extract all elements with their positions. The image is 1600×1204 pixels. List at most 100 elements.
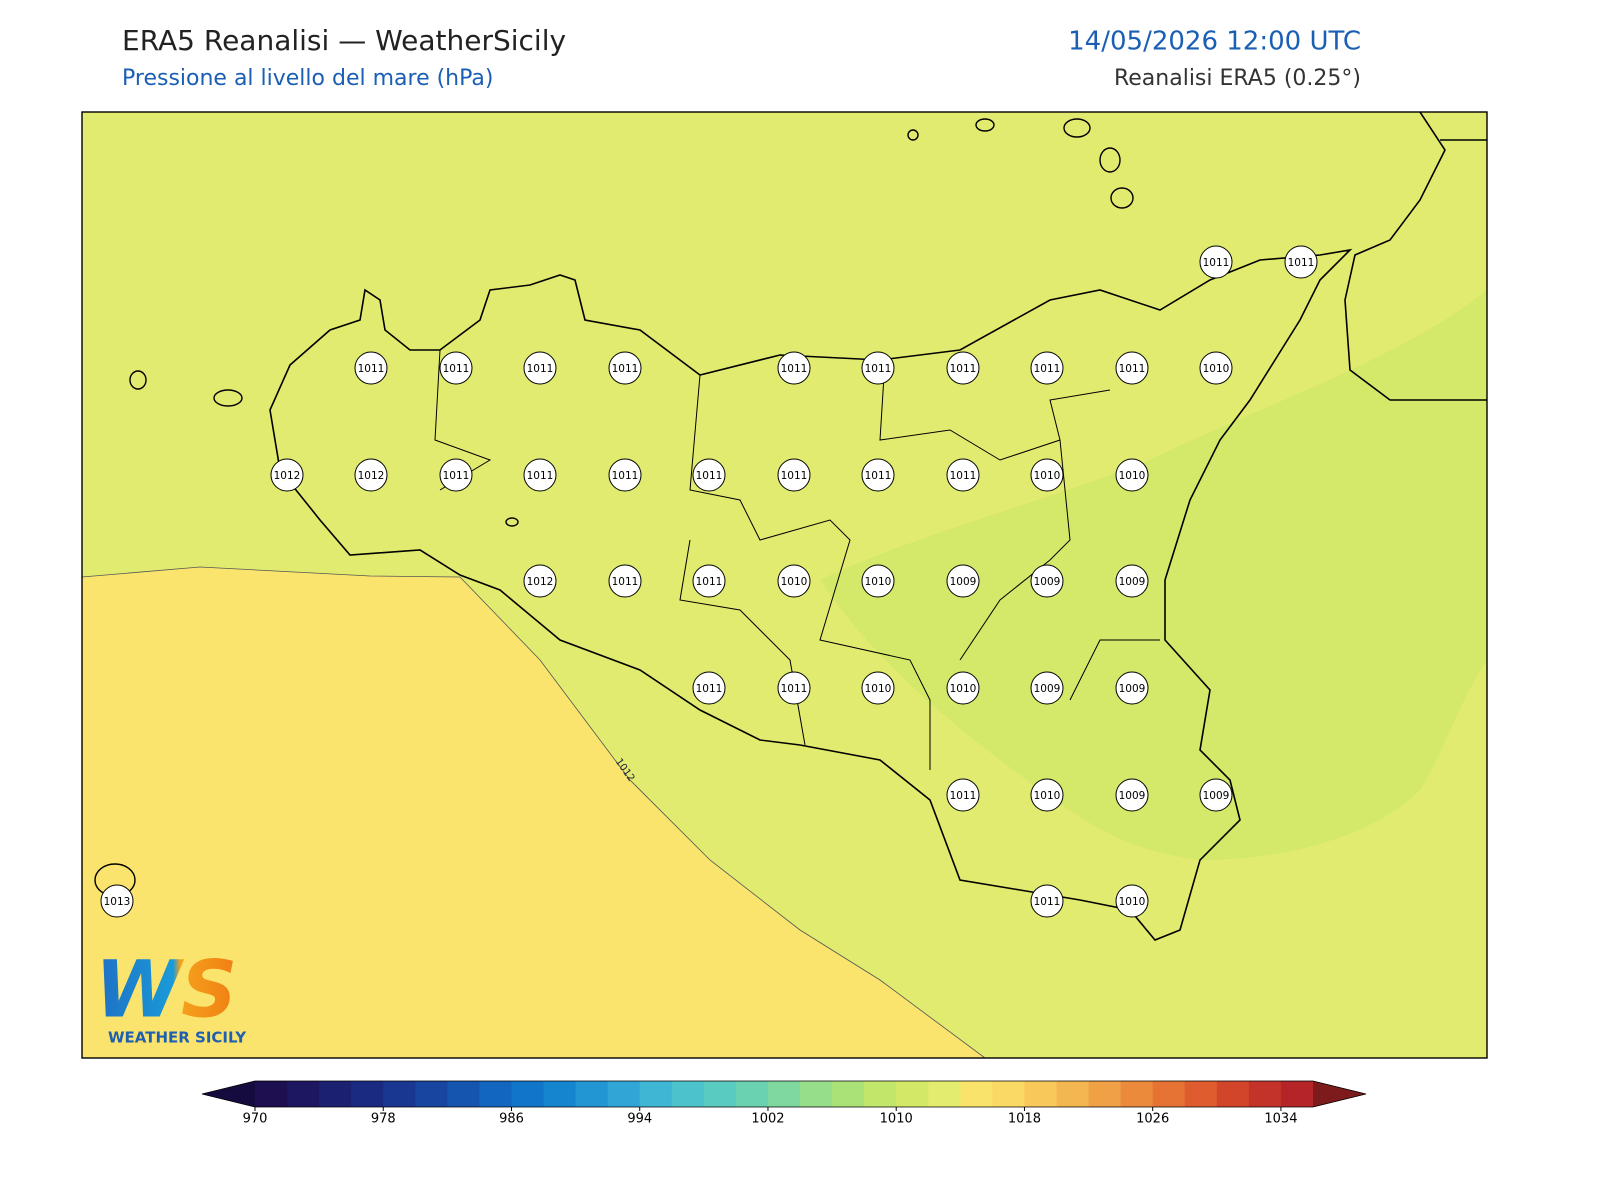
station-marker [777, 564, 811, 598]
station-value: 1011 [781, 470, 808, 482]
station: 1011 [354, 351, 388, 385]
station-value: 1011 [1034, 363, 1061, 375]
station: 1010 [777, 564, 811, 598]
station-value: 1011 [612, 470, 639, 482]
colorbar-tick-label: 1002 [751, 1112, 784, 1127]
station: 1011 [523, 458, 557, 492]
province-borders [434, 279, 1160, 770]
station: 1011 [1030, 351, 1064, 385]
station-value: 1011 [1119, 363, 1146, 375]
station-marker [439, 458, 473, 492]
colorbar-tick-label: 1034 [1264, 1112, 1297, 1127]
colorbar-tick-label: 1026 [1136, 1112, 1169, 1127]
station-marker [1115, 884, 1149, 918]
colorbar-bin [447, 1081, 480, 1107]
station: 1009 [1199, 778, 1233, 812]
station-marker [861, 671, 895, 705]
station: 1009 [1115, 778, 1149, 812]
logo: WS WEATHER SICILY [95, 945, 247, 1046]
station-value: 1011 [443, 363, 470, 375]
station: 1011 [439, 351, 473, 385]
map-frame [81, 111, 1488, 1059]
colorbar-bin [479, 1081, 512, 1107]
station-marker [1030, 778, 1064, 812]
colorbar-bin [1184, 1081, 1218, 1107]
station: 1011 [1284, 245, 1318, 279]
station-value: 1009 [1034, 683, 1061, 695]
field-low [820, 290, 1487, 860]
station-marker [1199, 351, 1233, 385]
station-marker [1115, 671, 1149, 705]
stations: 1011 1011 1011 1011 1011 1011 1011 1011 1011 1011… [100, 245, 1318, 918]
station-marker [1030, 884, 1064, 918]
station-value: 1011 [527, 470, 554, 482]
station-marker [777, 351, 811, 385]
station: 1011 [439, 458, 473, 492]
colorbar-bin [992, 1081, 1025, 1107]
station-value: 1011 [696, 470, 723, 482]
station-marker [608, 351, 642, 385]
station: 1010 [861, 671, 895, 705]
station-value: 1009 [1203, 790, 1230, 802]
station-marker [1199, 245, 1233, 279]
station-value: 1011 [612, 576, 639, 588]
station-marker [608, 564, 642, 598]
station-value: 1010 [1034, 790, 1061, 802]
station-value: 1011 [781, 683, 808, 695]
logo-mark: WS [95, 945, 237, 1035]
colorbar-bin [319, 1081, 352, 1107]
station: 1010 [1115, 884, 1149, 918]
station-marker [946, 351, 980, 385]
colorbar-tick-label: 970 [243, 1112, 268, 1127]
station: 1009 [946, 564, 980, 598]
station: 1010 [1115, 458, 1149, 492]
station-marker [439, 351, 473, 385]
isobar [82, 566, 986, 1058]
station: 1011 [692, 564, 726, 598]
logo-text: WEATHER SICILY [108, 1029, 247, 1047]
colorbar-bin [639, 1081, 673, 1107]
colorbar-bin [800, 1081, 833, 1107]
station-marker [777, 671, 811, 705]
colorbar-bin [1120, 1081, 1154, 1107]
colorbar: 970 978 986 994 1002 1010 1018 1026 1034 [201, 1080, 1367, 1127]
station: 1011 [523, 351, 557, 385]
station-value: 1011 [443, 470, 470, 482]
station-marker [692, 564, 726, 598]
colorbar-outline [201, 1080, 1367, 1108]
colorbar-under [202, 1081, 255, 1107]
station-marker [270, 458, 304, 492]
station-value: 1011 [1288, 257, 1315, 269]
station: 1011 [608, 351, 642, 385]
colorbar-tick-label: 1010 [880, 1112, 913, 1127]
station: 1010 [861, 564, 895, 598]
colorbar-over [1313, 1081, 1366, 1107]
station: 1009 [1115, 564, 1149, 598]
colorbar-bin [703, 1081, 737, 1107]
station-value: 1012 [358, 470, 385, 482]
station-marker [354, 458, 388, 492]
station-value: 1011 [358, 363, 385, 375]
station: 1011 [692, 458, 726, 492]
colorbar-tick-label: 1018 [1008, 1112, 1041, 1127]
station-value: 1010 [1034, 470, 1061, 482]
station: 1011 [777, 458, 811, 492]
colorbar-bin [928, 1081, 961, 1107]
station: 1013 [100, 884, 134, 918]
colorbar-bin [543, 1081, 577, 1107]
station-marker [608, 458, 642, 492]
station: 1011 [692, 671, 726, 705]
station-marker [523, 458, 557, 492]
station-value: 1010 [781, 576, 808, 588]
station-marker [946, 458, 980, 492]
station-value: 1010 [1119, 896, 1146, 908]
islands [94, 118, 1134, 897]
station-marker [1030, 671, 1064, 705]
station: 1011 [777, 671, 811, 705]
station-marker [1284, 245, 1318, 279]
station-value: 1011 [696, 576, 723, 588]
colorbar-bin [575, 1081, 609, 1107]
station-value: 1012 [274, 470, 301, 482]
subtitle: Pressione al livello del mare (hPa) [122, 66, 493, 91]
station-value: 1011 [865, 363, 892, 375]
